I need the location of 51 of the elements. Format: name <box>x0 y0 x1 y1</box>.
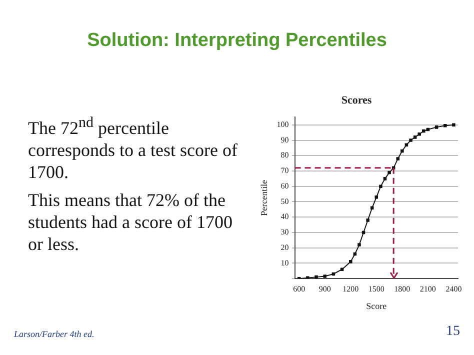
y-tick-label: 60 <box>280 181 289 190</box>
point <box>422 129 426 133</box>
x-axis-title: Score <box>366 300 387 311</box>
point <box>396 157 400 160</box>
point <box>340 268 344 272</box>
point <box>413 136 417 139</box>
text: The 72$^{nd}$ percentile corresponds to a test score of 1700. <box>28 114 238 183</box>
point <box>349 260 352 264</box>
x-tick-label: 900 <box>318 284 331 294</box>
point <box>409 138 412 142</box>
x-tick-label: 1500 <box>368 284 384 294</box>
point <box>452 123 456 127</box>
text: This means that 72% of the students had a score of 1700 or less. <box>28 189 234 255</box>
point <box>443 124 447 128</box>
y-tick-label: 70 <box>280 166 289 176</box>
x-tick-label: 1200 <box>342 284 359 294</box>
y-tick-label: 40 <box>280 212 289 222</box>
y-tick-label: 50 <box>280 196 289 206</box>
point <box>353 252 357 256</box>
y-axis-title: Percentile <box>258 180 269 216</box>
x-tick-label: 600 <box>293 284 306 294</box>
point <box>323 274 326 278</box>
point <box>314 275 318 279</box>
y-tick-label: 20 <box>280 242 289 252</box>
chart-title: Solution: Interpreting Percentiles <box>86 30 388 52</box>
chart-subtitle: Scores <box>341 94 372 106</box>
x-tick-label: 2400 <box>446 284 462 294</box>
text: Larson/Farber 4th ed. <box>14 329 94 339</box>
point <box>426 128 430 132</box>
point <box>379 184 382 188</box>
point <box>374 196 378 199</box>
text: 15 <box>446 324 460 340</box>
x-tick-label: 1800 <box>394 284 410 294</box>
point <box>418 132 421 136</box>
y-tick-label: 10 <box>280 258 289 268</box>
point <box>404 143 408 146</box>
point <box>362 230 366 234</box>
point <box>434 126 438 129</box>
point <box>400 149 404 153</box>
point <box>370 206 374 210</box>
y-tick-label: 90 <box>280 135 289 144</box>
y-tick-label: 80 <box>280 150 289 160</box>
point <box>332 272 336 276</box>
point <box>366 218 370 222</box>
point <box>358 243 361 246</box>
point <box>383 177 387 180</box>
point <box>306 276 310 279</box>
y-tick-label: 100 <box>276 120 289 129</box>
x-tick-label: 2100 <box>420 284 436 294</box>
y-tick-label: 30 <box>280 228 289 237</box>
point <box>388 170 391 174</box>
